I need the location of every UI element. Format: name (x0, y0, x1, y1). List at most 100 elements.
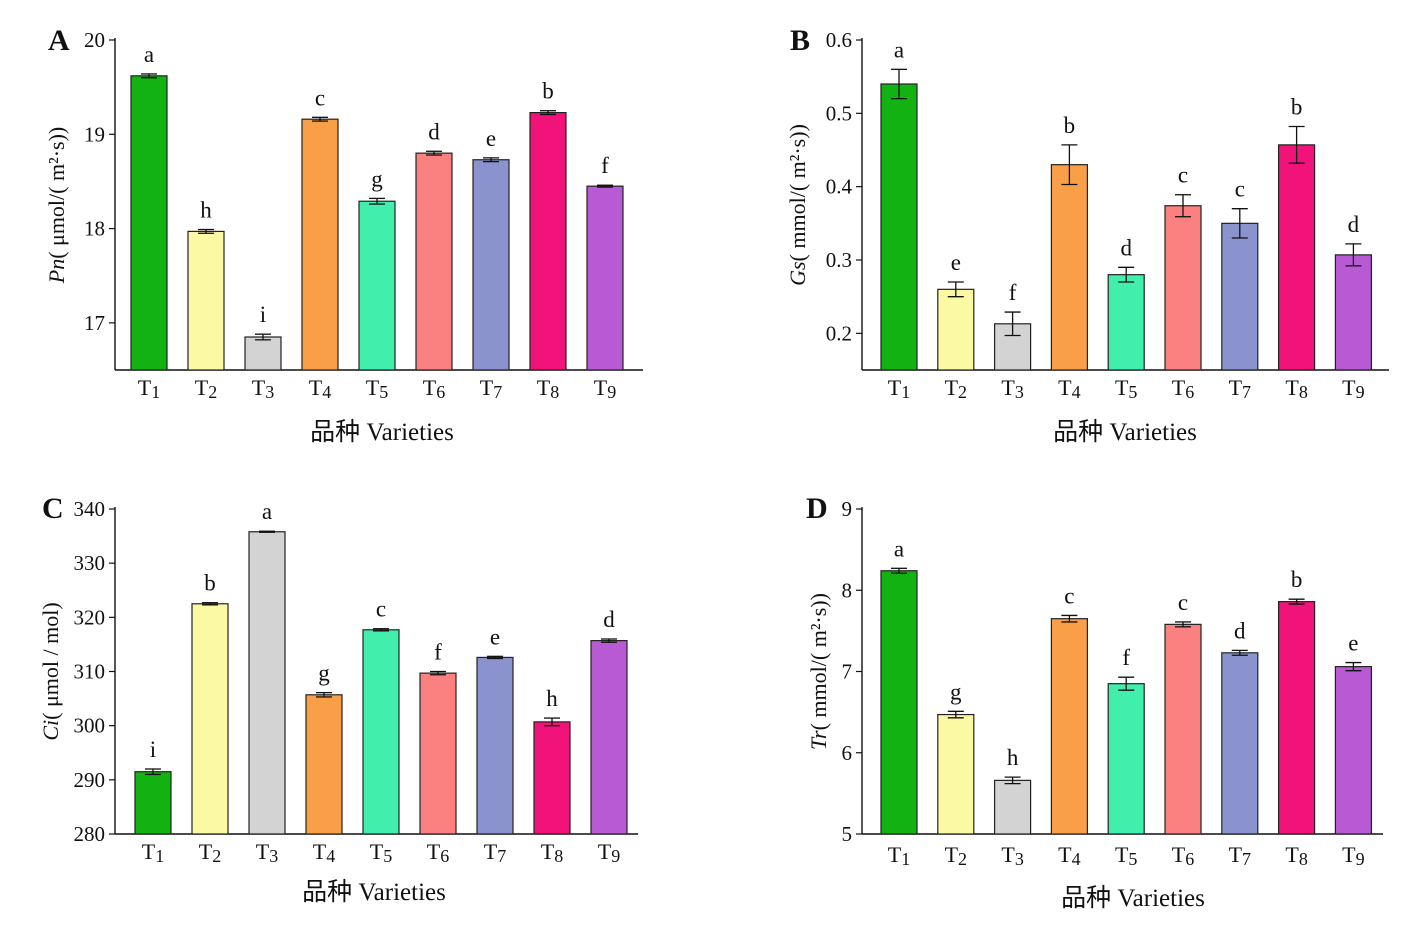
y-tick-label: 290 (74, 768, 106, 792)
x-tick-label: T3 (252, 375, 274, 402)
bar-T8 (533, 721, 571, 835)
panel-label: A (48, 24, 70, 57)
x-tick-label: T4 (309, 375, 331, 402)
panel-label: B (790, 24, 810, 57)
bar-T6 (419, 672, 457, 835)
significance-letter: a (894, 536, 904, 561)
x-tick-label: T9 (598, 839, 620, 866)
x-tick-label: T7 (1229, 375, 1251, 402)
bar-T2 (191, 603, 229, 835)
chart-panel-C: 280 290 300 310 320 330 340 i T1 b T2 a T3 g T4 c T5 f T6 e… (38, 492, 638, 906)
significance-letter: c (1178, 163, 1188, 188)
bar-T7 (472, 159, 510, 371)
y-tick-label: 0.3 (826, 248, 852, 272)
x-tick-label: T2 (195, 375, 217, 402)
bar-T8 (1277, 601, 1316, 835)
bar-T7 (1221, 652, 1259, 835)
bar-T9 (586, 185, 624, 371)
bar-T5 (362, 629, 400, 835)
x-tick-label: T5 (1115, 842, 1137, 869)
bar-T3 (993, 779, 1032, 835)
x-tick-label: T7 (1229, 842, 1251, 869)
x-tick-label: T2 (199, 839, 221, 866)
bar-T9 (1334, 254, 1373, 371)
significance-letter: g (371, 166, 383, 191)
significance-letter: h (1007, 745, 1019, 770)
bar-T4 (1050, 618, 1089, 835)
significance-letter: b (1291, 95, 1303, 120)
bar-T5 (358, 200, 396, 371)
bar-T6 (1164, 205, 1202, 371)
x-tick-label: T7 (480, 375, 502, 402)
y-tick-label: 7 (842, 660, 853, 684)
y-tick-label: 6 (842, 741, 853, 765)
significance-letter: g (950, 679, 962, 704)
bar-T1 (880, 570, 918, 835)
x-tick-label: T5 (366, 375, 388, 402)
y-tick-label: 280 (74, 822, 106, 846)
significance-letter: b (1064, 113, 1076, 138)
bar-T4 (305, 694, 343, 835)
x-tick-label: T6 (1172, 375, 1194, 402)
bar-T1 (880, 83, 918, 371)
y-axis-label: Ci( μmol / mol) (38, 602, 63, 740)
y-tick-label: 5 (842, 822, 853, 846)
x-tick-label: T6 (427, 839, 449, 866)
y-tick-label: 0.2 (826, 321, 852, 345)
y-tick-label: 9 (842, 497, 853, 521)
significance-letter: d (603, 607, 615, 632)
bar-T2 (937, 288, 975, 371)
significance-letter: h (200, 198, 212, 223)
chart-panel-B: 0.2 0.3 0.4 0.5 0.6 a T1 e T2 f T3 b T4 d T5 c T6 c T7 b T8 d… (785, 24, 1389, 446)
y-tick-label: 0.6 (826, 28, 852, 52)
significance-letter: d (428, 119, 440, 144)
x-tick-label: T1 (142, 839, 164, 866)
significance-letter: d (1120, 235, 1132, 260)
bar-T2 (187, 230, 225, 371)
x-tick-label: T2 (945, 842, 967, 869)
bar-T3 (244, 336, 282, 371)
x-tick-label: T4 (1058, 375, 1080, 402)
significance-letter: f (1009, 280, 1017, 305)
x-tick-label: T8 (541, 839, 563, 866)
x-tick-label: T8 (1285, 375, 1307, 402)
significance-letter: g (318, 661, 330, 686)
x-tick-label: T3 (256, 839, 278, 866)
x-tick-label: T1 (888, 842, 910, 869)
x-tick-label: T5 (370, 839, 392, 866)
significance-letter: e (1348, 631, 1358, 656)
x-tick-label: T4 (313, 839, 335, 866)
x-axis-label: 品种 Varieties (310, 418, 454, 446)
y-tick-label: 300 (74, 714, 106, 738)
bar-T9 (1334, 666, 1373, 835)
x-tick-label: T2 (945, 375, 967, 402)
y-axis-label: Tr( mmol/( m²·s)) (806, 593, 831, 750)
significance-letter: e (486, 126, 496, 151)
y-tick-label: 17 (84, 311, 105, 335)
significance-letter: h (546, 686, 558, 711)
significance-letter: b (542, 79, 554, 104)
significance-letter: f (1122, 645, 1130, 670)
bar-T2 (937, 713, 975, 835)
bar-T9 (590, 640, 628, 835)
significance-letter: c (1178, 590, 1188, 615)
y-tick-label: 19 (84, 122, 105, 146)
significance-letter: i (260, 302, 266, 327)
y-axis-label: Gs( mmol/( m²·s)) (785, 124, 810, 286)
significance-letter: c (315, 85, 325, 110)
panel-label: C (42, 492, 64, 525)
significance-letter: a (262, 499, 272, 524)
significance-letter: f (434, 640, 442, 665)
x-axis-label: 品种 Varieties (302, 878, 446, 906)
y-tick-label: 320 (74, 605, 106, 629)
x-axis-label: 品种 Varieties (1061, 884, 1205, 912)
x-tick-label: T6 (1172, 842, 1194, 869)
y-tick-label: 310 (74, 660, 106, 684)
y-tick-label: 340 (74, 497, 106, 521)
bar-T4 (1050, 164, 1089, 371)
x-tick-label: T1 (888, 375, 910, 402)
x-tick-label: T9 (594, 375, 616, 402)
panel-label: D (806, 492, 828, 525)
significance-letter: c (376, 597, 386, 622)
x-tick-label: T3 (1001, 842, 1023, 869)
